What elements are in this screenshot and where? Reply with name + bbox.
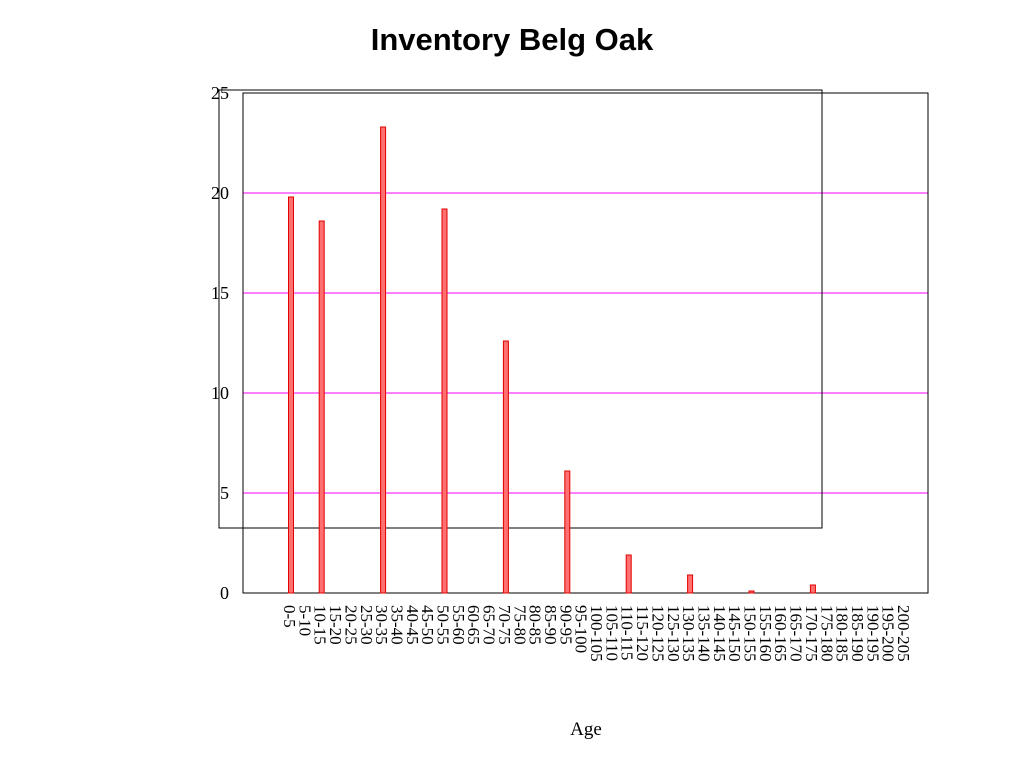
x-tick-label: 125-130 bbox=[664, 605, 683, 662]
x-tick-label: 115-120 bbox=[633, 605, 652, 661]
y-tick-label: 0 bbox=[220, 583, 229, 603]
x-tick-label: 55-60 bbox=[449, 605, 468, 645]
x-tick-label: 155-160 bbox=[756, 605, 775, 662]
y-tick-label: 5 bbox=[220, 483, 229, 503]
x-tick-label: 180-185 bbox=[833, 605, 852, 662]
y-tick-label: 10 bbox=[211, 383, 229, 403]
legend-box bbox=[218, 89, 823, 529]
x-tick-label: 140-145 bbox=[710, 605, 729, 662]
x-tick-label: 90-95 bbox=[556, 605, 575, 645]
grid-lines bbox=[243, 92, 928, 594]
x-tick-label: 65-70 bbox=[480, 605, 499, 645]
x-tick-label: 85-90 bbox=[541, 605, 560, 645]
x-tick-label: 135-140 bbox=[694, 605, 713, 662]
bar-150-155 bbox=[748, 590, 755, 594]
bar-130-135 bbox=[687, 574, 694, 594]
x-tick-label: 0-5 bbox=[280, 605, 299, 628]
x-tick-label: 15-20 bbox=[326, 605, 345, 645]
x-tick-label: 200-205 bbox=[894, 605, 913, 662]
x-tick-label: 70-75 bbox=[495, 605, 514, 645]
x-tick-label: 190-195 bbox=[863, 605, 882, 662]
y-tick-label: 25 bbox=[211, 83, 229, 103]
x-tick-label: 145-150 bbox=[725, 605, 744, 662]
x-tick-label: 50-55 bbox=[434, 605, 453, 645]
x-tick-label: 30-35 bbox=[372, 605, 391, 645]
x-tick-label: 110-115 bbox=[618, 605, 637, 660]
bar-0-5 bbox=[288, 196, 294, 594]
x-tick-label: 150-155 bbox=[741, 605, 760, 662]
bar-50-55 bbox=[441, 208, 448, 594]
x-tick-label: 170-175 bbox=[802, 605, 821, 662]
x-tick-label: 25-30 bbox=[357, 605, 376, 645]
x-tick-label: 185-190 bbox=[848, 605, 867, 662]
y-tick-labels: 0 5 10 15 20 25 bbox=[211, 83, 229, 603]
plot-frame bbox=[242, 92, 929, 594]
x-tick-label: 105-110 bbox=[602, 605, 621, 661]
x-tick-label: 35-40 bbox=[387, 605, 406, 645]
x-tick-label: 5-10 bbox=[295, 605, 314, 636]
x-tick-label: 10-15 bbox=[311, 605, 330, 645]
x-tick-label: 75-80 bbox=[510, 605, 529, 645]
y-tick-label: 20 bbox=[211, 183, 229, 203]
bar-70-75 bbox=[502, 340, 509, 594]
x-tick-label: 130-135 bbox=[679, 605, 698, 662]
x-tick-label: 95-100 bbox=[572, 605, 591, 653]
x-axis-title: Age bbox=[570, 719, 602, 740]
bar-30-35 bbox=[380, 126, 387, 594]
bar-10-15 bbox=[318, 220, 325, 594]
x-tick-label: 20-25 bbox=[341, 605, 360, 645]
x-tick-label: 165-170 bbox=[787, 605, 806, 662]
bar-90-95 bbox=[564, 470, 571, 594]
x-tick-label: 45-50 bbox=[418, 605, 437, 645]
x-tick-label: 40-45 bbox=[403, 605, 422, 645]
x-tick-label: 120-125 bbox=[648, 605, 667, 662]
y-tick-label: 15 bbox=[211, 283, 229, 303]
chart-title: Inventory Belg Oak bbox=[370, 22, 654, 57]
x-tick-label: 80-85 bbox=[526, 605, 545, 645]
bar-170-175 bbox=[809, 584, 816, 594]
bar-110-115 bbox=[625, 554, 632, 594]
x-tick-labels: 0-55-1010-1515-2020-2525-3030-3535-4040-… bbox=[280, 605, 913, 662]
x-tick-label: 195-200 bbox=[879, 605, 898, 662]
bars bbox=[288, 126, 816, 594]
x-tick-label: 160-165 bbox=[771, 605, 790, 662]
x-tick-label: 100-105 bbox=[587, 605, 606, 662]
x-tick-label: 60-65 bbox=[464, 605, 483, 645]
x-tick-label: 175-180 bbox=[817, 605, 836, 662]
